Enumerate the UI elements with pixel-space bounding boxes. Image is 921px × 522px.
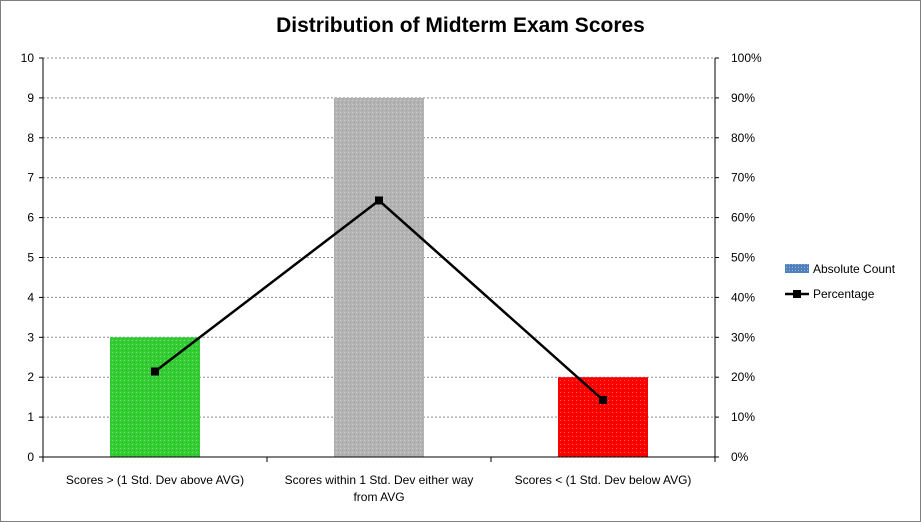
y-left-tick-label: 6: [27, 211, 34, 225]
bar: [110, 337, 200, 457]
y-left-tick-label: 3: [27, 330, 34, 344]
percentage-marker: [599, 395, 607, 404]
category-label: from AVG: [353, 490, 404, 504]
y-left-tick-label: 7: [27, 171, 34, 185]
y-left-tick-label: 10: [21, 51, 35, 65]
chart-title: Distribution of Midterm Exam Scores: [276, 14, 645, 37]
percentage-marker: [151, 367, 159, 376]
legend-label-absolute-count: Absolute Count: [813, 262, 896, 276]
category-label: Scores > (1 Std. Dev above AVG): [66, 473, 244, 487]
legend-label-percentage: Percentage: [813, 287, 875, 301]
y-right-tick-label: 30%: [731, 330, 755, 344]
legend-swatch-absolute-count: [785, 264, 809, 273]
legend-layer: Absolute Count Percentage: [785, 262, 896, 301]
y-right-tick-label: 90%: [731, 91, 755, 105]
legend-marker-percentage: [793, 290, 801, 298]
y-left-tick-label: 9: [27, 91, 34, 105]
y-left-tick-label: 0: [27, 450, 34, 464]
y-left-tick-label: 4: [27, 290, 34, 304]
category-label: Scores within 1 Std. Dev either way: [285, 473, 474, 487]
y-left-tick-label: 8: [27, 131, 34, 145]
axis-layer: [39, 57, 719, 462]
y-right-tick-label: 40%: [731, 290, 755, 304]
category-label: Scores < (1 Std. Dev below AVG): [515, 473, 692, 487]
y-right-tick-label: 10%: [731, 410, 755, 424]
label-layer: 0123456789100%10%20%30%40%50%60%70%80%90…: [21, 51, 762, 504]
y-left-tick-label: 2: [27, 370, 34, 384]
y-right-tick-label: 50%: [731, 251, 755, 265]
y-right-tick-label: 0%: [731, 450, 749, 464]
bar-layer: [110, 97, 648, 458]
bar: [334, 97, 424, 458]
y-right-tick-label: 80%: [731, 131, 755, 145]
bar: [558, 377, 648, 457]
line-layer: [151, 196, 607, 404]
percentage-marker: [375, 196, 383, 205]
y-right-tick-label: 70%: [731, 171, 755, 185]
y-right-tick-label: 100%: [731, 51, 762, 65]
y-left-tick-label: 1: [27, 410, 34, 424]
y-left-tick-label: 5: [27, 251, 34, 265]
y-right-tick-label: 60%: [731, 211, 755, 225]
y-right-tick-label: 20%: [731, 370, 755, 384]
